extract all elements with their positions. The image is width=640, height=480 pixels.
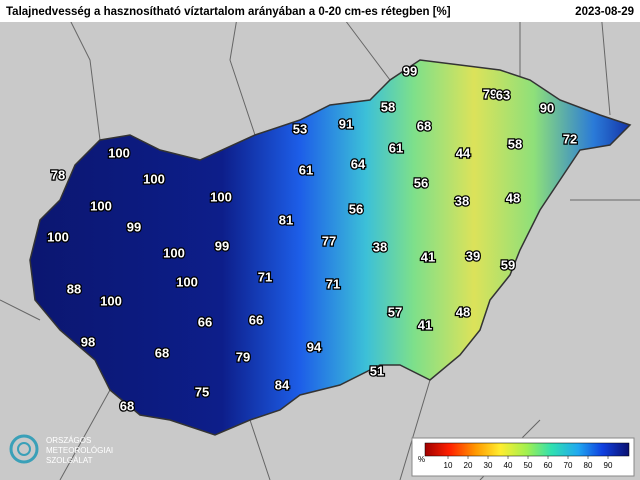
station-value: 72 bbox=[563, 131, 577, 146]
station-value: 48 bbox=[456, 304, 470, 319]
station-value: 61 bbox=[389, 140, 403, 155]
station-value: 99 bbox=[127, 219, 141, 234]
station-value: 98 bbox=[81, 334, 95, 349]
logo-text: SZOLGÁLAT bbox=[46, 456, 93, 465]
logo-text: ORSZÁGOS bbox=[46, 436, 91, 445]
station-value: 38 bbox=[373, 239, 387, 254]
date: 2023-08-29 bbox=[575, 6, 634, 18]
station-value: 100 bbox=[47, 229, 69, 244]
station-value: 58 bbox=[508, 136, 522, 151]
tick-label: 90 bbox=[604, 461, 613, 470]
station-value: 94 bbox=[307, 339, 322, 354]
title: Talajnedvesség a hasznosítható víztartal… bbox=[6, 6, 451, 18]
tick-label: 80 bbox=[584, 461, 593, 470]
station-value: 99 bbox=[403, 63, 417, 78]
logo-text: METEOROLÓGIAI bbox=[46, 446, 113, 455]
station-value: 38 bbox=[455, 193, 469, 208]
station-value: 63 bbox=[496, 87, 510, 102]
colorbar bbox=[424, 442, 630, 457]
station-value: 59 bbox=[501, 257, 515, 272]
header-bar bbox=[0, 0, 640, 22]
logo-mark bbox=[9, 434, 39, 464]
station-value: 77 bbox=[322, 233, 336, 248]
station-value: 100 bbox=[210, 189, 232, 204]
station-value: 91 bbox=[339, 116, 353, 131]
tick-label: 40 bbox=[504, 461, 513, 470]
tick-label: 20 bbox=[464, 461, 473, 470]
station-value: 100 bbox=[163, 245, 185, 260]
station-value: 88 bbox=[67, 281, 81, 296]
station-value: 61 bbox=[299, 162, 313, 177]
tick-label: 10 bbox=[444, 461, 453, 470]
station-value: 56 bbox=[349, 201, 363, 216]
station-value: 58 bbox=[381, 99, 395, 114]
station-value: 100 bbox=[90, 198, 112, 213]
tick-label: 50 bbox=[524, 461, 533, 470]
station-value: 68 bbox=[155, 345, 169, 360]
station-value: 100 bbox=[143, 171, 165, 186]
station-value: 53 bbox=[293, 121, 307, 136]
legend-ticks: 10 20 30 40 50 60 70 80 90 bbox=[444, 456, 613, 470]
station-value: 71 bbox=[258, 269, 272, 284]
station-value: 71 bbox=[326, 276, 340, 291]
station-value: 100 bbox=[100, 293, 122, 308]
station-value: 56 bbox=[414, 175, 428, 190]
station-value: 64 bbox=[351, 156, 366, 171]
station-value: 51 bbox=[370, 363, 384, 378]
station-value: 100 bbox=[108, 145, 130, 160]
station-value: 66 bbox=[249, 312, 263, 327]
country bbox=[29, 59, 632, 436]
logo-mark bbox=[17, 442, 31, 456]
logo: ORSZÁGOS METEOROLÓGIAI SZOLGÁLAT bbox=[9, 434, 113, 465]
station-value: 78 bbox=[51, 167, 65, 182]
station-value: 68 bbox=[417, 118, 431, 133]
tick-label: 30 bbox=[484, 461, 493, 470]
tick-label: 70 bbox=[564, 461, 573, 470]
station-value: 84 bbox=[275, 377, 290, 392]
station-value: 90 bbox=[540, 100, 554, 115]
station-value: 79 bbox=[483, 86, 497, 101]
station-value: 68 bbox=[120, 398, 134, 413]
station-value: 48 bbox=[506, 190, 520, 205]
station-value: 100 bbox=[176, 274, 198, 289]
station-value: 79 bbox=[236, 349, 250, 364]
station-value: 41 bbox=[421, 249, 435, 264]
station-value: 99 bbox=[215, 238, 229, 253]
station-value: 39 bbox=[466, 248, 480, 263]
station-value: 44 bbox=[456, 145, 471, 160]
station-value: 41 bbox=[418, 317, 432, 332]
tick-label: 60 bbox=[544, 461, 553, 470]
station-value: 81 bbox=[279, 212, 293, 227]
station-value: 57 bbox=[388, 304, 402, 319]
station-value: 75 bbox=[195, 384, 209, 399]
legend-unit: % bbox=[418, 455, 425, 464]
station-value: 66 bbox=[198, 314, 212, 329]
